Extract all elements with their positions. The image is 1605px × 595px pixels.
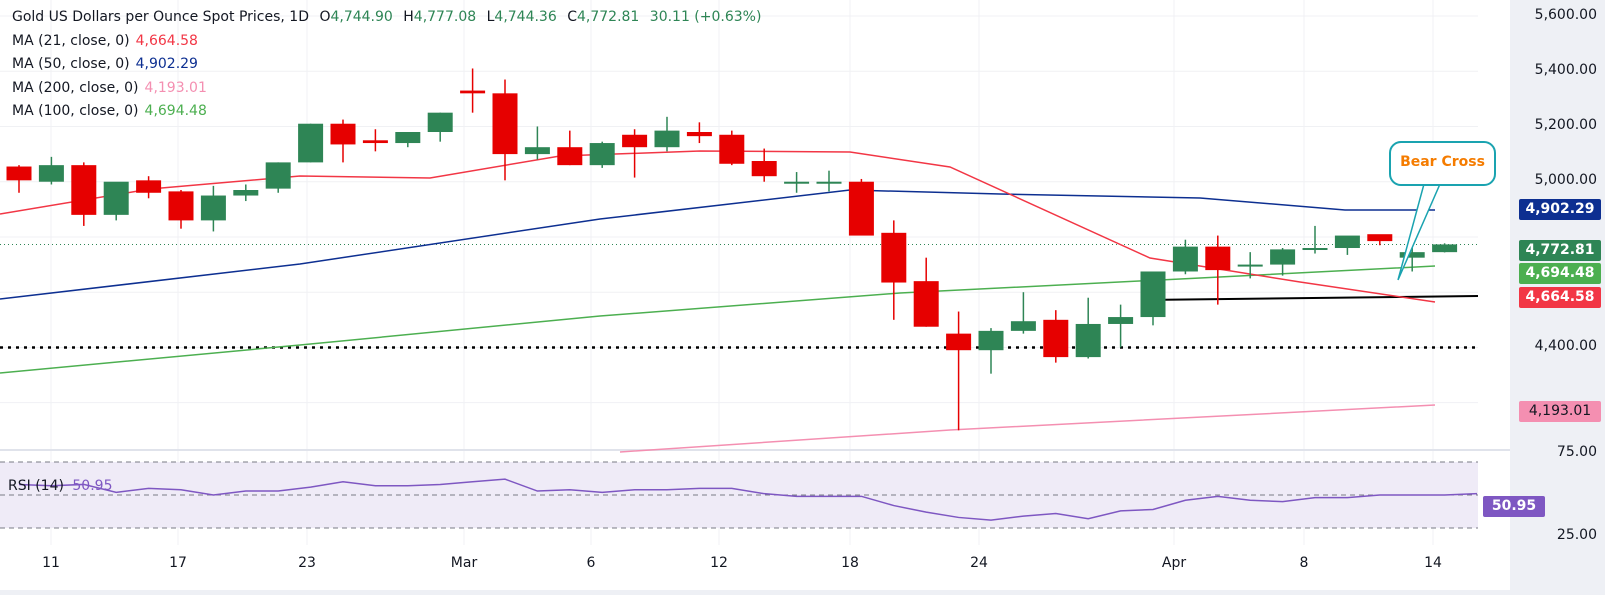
high-value: 4,777.08: [413, 9, 477, 25]
ma21-legend[interactable]: MA (21, close, 0) 4,664.58: [12, 33, 204, 49]
symbol-header: Gold US Dollars per Ounce Spot Prices, 1…: [12, 9, 767, 25]
close-value: 4,772.81: [576, 9, 640, 25]
close-label: C: [567, 9, 577, 25]
low-label: L: [486, 9, 495, 25]
date-tick: Apr: [1161, 555, 1187, 571]
low-value: 4,744.36: [494, 9, 557, 25]
candlestick-chart[interactable]: [0, 0, 1510, 590]
price-tick: 5,400.00: [1534, 62, 1597, 78]
last-price-tag: 4,772.81: [1519, 240, 1601, 261]
high-label: H: [403, 9, 414, 25]
date-tick: 8: [1299, 555, 1309, 571]
price-tick: 5,200.00: [1534, 117, 1597, 133]
rsi-tick-upper: 75.00: [1556, 444, 1597, 460]
date-tick: 17: [169, 555, 187, 571]
price-tick: 5,000.00: [1534, 172, 1597, 188]
rsi-value-tag: 50.95: [1483, 496, 1545, 517]
date-tick: 11: [42, 555, 60, 571]
ma100-price-tag: 4,694.48: [1519, 263, 1601, 284]
ma200-price-tag: 4,193.01: [1519, 401, 1601, 422]
ma50-legend[interactable]: MA (50, close, 0) 4,902.29: [12, 56, 204, 72]
ma21-price-tag: 4,664.58: [1519, 287, 1601, 308]
ma100-label: MA (100, close, 0): [12, 103, 139, 119]
date-tick: 24: [970, 555, 988, 571]
open-value: 4,744.90: [330, 9, 393, 25]
ma100-legend[interactable]: MA (100, close, 0) 4,694.48: [12, 103, 213, 119]
rsi-value: 50.95: [72, 478, 113, 494]
date-tick: 23: [298, 555, 316, 571]
ma21-value: 4,664.58: [135, 33, 198, 49]
ma21-label: MA (21, close, 0): [12, 33, 130, 49]
bear-cross-annotation[interactable]: Bear Cross: [1389, 141, 1496, 186]
open-label: O: [319, 9, 331, 25]
change-value: 30.11 (+0.63%): [649, 9, 762, 25]
price-tick: 4,400.00: [1534, 338, 1597, 354]
rsi-label: RSI (14): [8, 478, 64, 494]
ma200-value: 4,193.01: [144, 80, 207, 96]
ma200-label: MA (200, close, 0): [12, 80, 139, 96]
ma200-legend[interactable]: MA (200, close, 0) 4,193.01: [12, 80, 213, 96]
plot-area[interactable]: [0, 0, 1510, 590]
date-tick: 6: [586, 555, 596, 571]
date-tick: 14: [1424, 555, 1442, 571]
annotation-text: Bear Cross: [1400, 154, 1485, 170]
symbol-title: Gold US Dollars per Ounce Spot Prices, 1…: [12, 9, 309, 25]
price-tick: 5,600.00: [1534, 7, 1597, 23]
date-tick: 12: [710, 555, 728, 571]
ma50-label: MA (50, close, 0): [12, 56, 130, 72]
date-tick: Mar: [450, 555, 478, 571]
date-tick: 18: [841, 555, 859, 571]
ma100-value: 4,694.48: [144, 103, 207, 119]
rsi-legend[interactable]: RSI (14) 50.95: [8, 478, 112, 494]
ma50-value: 4,902.29: [135, 56, 198, 72]
ma50-price-tag: 4,902.29: [1519, 199, 1601, 220]
rsi-tick-lower: 25.00: [1556, 527, 1597, 543]
